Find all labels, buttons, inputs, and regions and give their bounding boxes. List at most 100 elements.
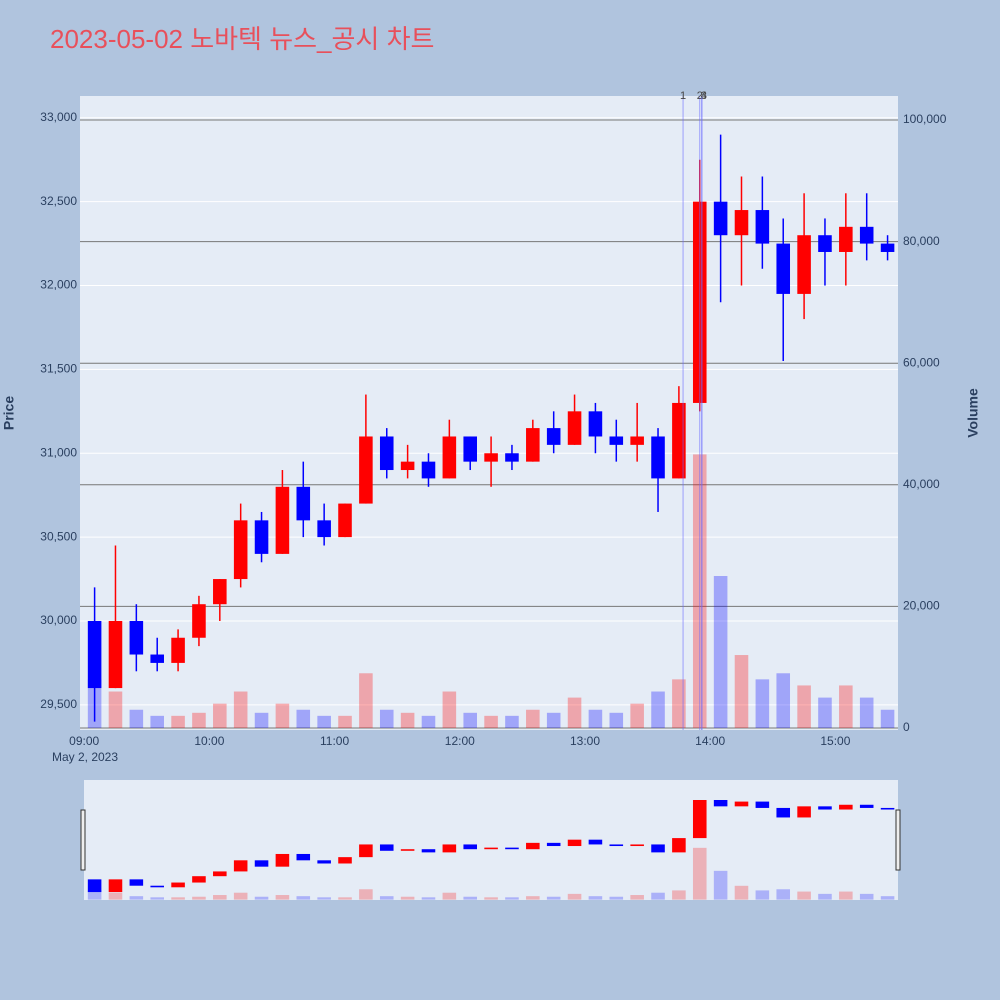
volume-bar	[129, 709, 144, 728]
volume-bar	[567, 697, 582, 728]
candle-body	[400, 461, 415, 471]
range-slider	[84, 780, 898, 900]
candle-body	[296, 486, 311, 521]
volume-bar	[108, 691, 123, 728]
candle-body	[526, 428, 540, 462]
candle-body	[567, 411, 582, 445]
slider-candle	[338, 857, 352, 864]
volume-bar	[400, 712, 415, 728]
volume-bar	[359, 673, 373, 728]
slider-candle	[651, 844, 665, 853]
slider-candle	[505, 847, 519, 850]
slider-candle	[87, 879, 102, 893]
y-axis-title: Price	[1, 396, 17, 430]
volume-bar	[317, 715, 331, 728]
y-tick-label: 29,500	[40, 697, 77, 711]
volume-bar	[233, 691, 248, 728]
slider-candle	[526, 842, 540, 850]
x-tick-label: 09:00	[69, 734, 99, 748]
slider-handle[interactable]	[895, 809, 901, 871]
slider-handle[interactable]	[80, 809, 86, 871]
slider-volume	[213, 895, 227, 900]
y2-tick-label: 60,000	[903, 355, 940, 369]
slider-candle	[546, 842, 561, 847]
candle-body	[734, 210, 749, 236]
volume-bar	[630, 703, 644, 728]
slider-volume	[87, 890, 102, 900]
volume-bar	[505, 715, 519, 728]
slider-volume	[776, 889, 791, 900]
y-tick-label: 33,000	[40, 110, 77, 124]
slider-volume	[526, 896, 540, 900]
slider-volume	[296, 896, 311, 900]
candle-body	[755, 210, 770, 244]
x-tick-label: 13:00	[570, 734, 600, 748]
candle-body	[797, 235, 811, 294]
slider-candle	[150, 885, 164, 888]
slider-candle	[129, 879, 144, 886]
slider-candle	[171, 882, 185, 888]
slider-candle	[588, 839, 603, 845]
slider-candle	[692, 800, 707, 839]
x-tick-label: 12:00	[445, 734, 475, 748]
news-label: 3	[701, 90, 707, 102]
slider-volume	[672, 890, 686, 900]
candle-body	[213, 579, 227, 605]
slider-volume	[108, 892, 123, 900]
y-tick-label: 32,500	[40, 194, 77, 208]
slider-volume	[713, 870, 728, 900]
volume-bar	[880, 709, 895, 728]
slider-candle	[233, 860, 248, 872]
volume-bar	[672, 679, 686, 728]
candle-body	[150, 654, 164, 663]
slider-candle	[484, 847, 498, 850]
volume-bar	[713, 575, 728, 728]
volume-bar	[421, 715, 436, 728]
candle-body	[713, 201, 728, 236]
slider-volume	[338, 897, 352, 900]
volume-bar	[150, 715, 164, 728]
volume-bar	[526, 709, 540, 728]
news-label: 2	[697, 90, 703, 102]
slider-candle	[567, 839, 582, 847]
candle-body	[880, 243, 895, 252]
x-tick-label: 14:00	[695, 734, 725, 748]
slider-volume	[129, 896, 144, 900]
slider-candle	[254, 860, 269, 867]
slider-volume	[734, 885, 749, 900]
slider-candle	[818, 806, 832, 810]
y2-tick-label: 100,000	[903, 112, 947, 126]
candle-body	[421, 461, 436, 479]
slider-candle	[442, 844, 457, 853]
volume-bar	[797, 685, 811, 728]
slider-volume	[630, 895, 644, 900]
slider-volume	[233, 892, 248, 900]
y-tick-label: 30,000	[40, 613, 77, 627]
y2-tick-label: 80,000	[903, 234, 940, 248]
candle-body	[87, 620, 102, 689]
volume-bar	[859, 697, 874, 728]
slider-candle	[880, 807, 895, 810]
candle-body	[254, 520, 269, 554]
candle-body	[317, 520, 331, 538]
y-tick-label: 31,500	[40, 362, 77, 376]
slider-candle	[400, 849, 415, 851]
candle-body	[859, 226, 874, 244]
candle-body	[338, 503, 352, 538]
slider-candle	[359, 844, 373, 858]
slider-candle	[463, 844, 478, 850]
candle-body	[484, 453, 498, 462]
slider-volume	[171, 897, 185, 900]
volume-bar	[546, 712, 561, 728]
candle-body	[275, 486, 290, 554]
y2-tick-label: 0	[903, 720, 910, 734]
y-tick-label: 32,000	[40, 278, 77, 292]
slider-candle	[275, 853, 290, 867]
y2-axis-title: Volume	[965, 388, 981, 438]
volume-bar	[734, 655, 749, 728]
candle-body	[442, 436, 457, 479]
candle-body	[818, 235, 832, 252]
slider-volume	[588, 896, 603, 900]
candle-body	[171, 637, 185, 663]
